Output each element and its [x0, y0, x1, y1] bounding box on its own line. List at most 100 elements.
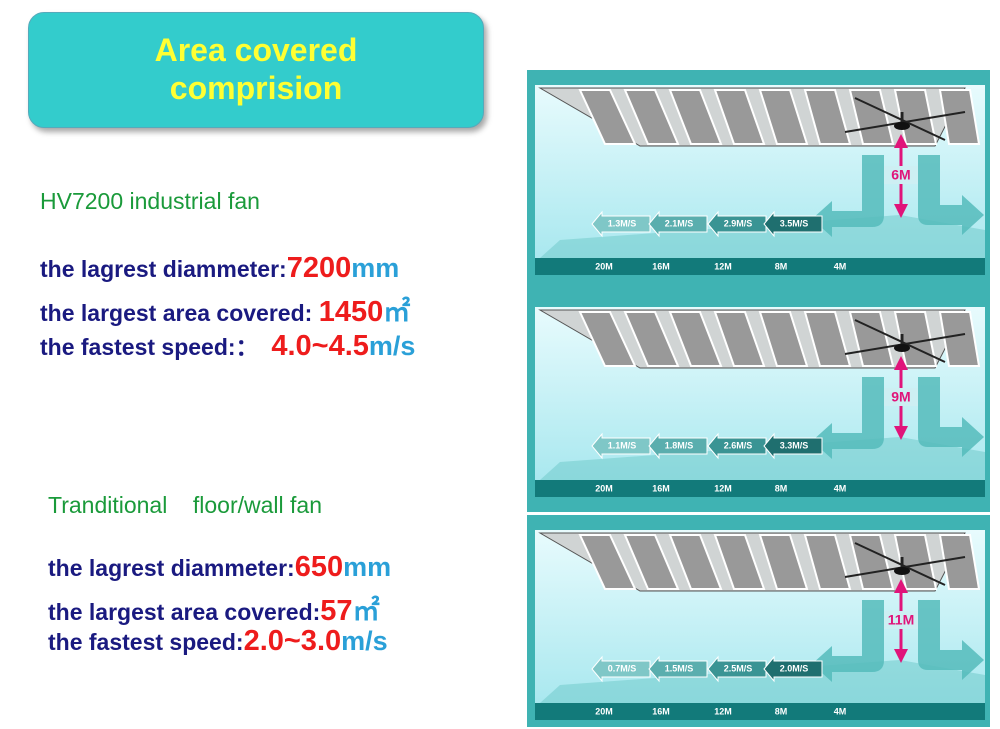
ceiling-panel — [803, 311, 852, 367]
speed-arrow — [763, 655, 823, 683]
spec-label: the lagrest diammeter: — [48, 555, 295, 581]
spec-value: 7200 — [286, 252, 352, 284]
title-box: Area covered comprision — [28, 12, 484, 128]
ceiling-panel — [803, 534, 852, 590]
spec-value: 650 — [294, 551, 344, 583]
floor-strip — [535, 258, 985, 275]
spec-line: the largest area covered: 1450㎡ — [40, 290, 410, 329]
airflow-arrow — [918, 377, 984, 457]
speed-label: 1.8M/S — [665, 440, 694, 450]
distance-label: 12M — [714, 261, 732, 271]
spec-label: the fastest speed: — [48, 629, 244, 655]
distance-label: 4M — [834, 706, 847, 716]
ceiling-panel — [713, 89, 766, 145]
ceiling-panel — [668, 311, 723, 367]
ceiling-panel — [623, 534, 680, 590]
ceiling-panel — [578, 534, 637, 590]
ceiling-panel — [758, 311, 809, 367]
title-line: Area covered — [154, 32, 358, 68]
speed-label: 2.9M/S — [724, 218, 753, 228]
spec-line: the largest area covered:57㎡ — [48, 589, 380, 628]
speed-arrow — [763, 432, 823, 460]
distance-label: 8M — [775, 483, 788, 493]
distance-label: 16M — [652, 261, 670, 271]
spec-value: 1450 — [318, 296, 384, 328]
distance-label: 8M — [775, 261, 788, 271]
distance-label: 8M — [775, 706, 788, 716]
spec-label: the largest area covered: — [40, 300, 319, 326]
panel: 20M 16M 12M 8M 4M 1.1M/S 1.8M/S 2.6M/S 3.3M/S 9M — [527, 292, 990, 512]
title-line: comprision — [169, 70, 343, 106]
fan-blade — [854, 542, 946, 586]
speed-label: 2.5M/S — [724, 663, 753, 673]
ceiling-panel — [938, 311, 981, 367]
spec-unit: ㎡ — [352, 596, 380, 626]
spec-label: the fastest speed:： — [40, 334, 272, 360]
spec-line: the lagrest diammeter:7200mm — [40, 252, 399, 285]
ceiling-panel — [938, 534, 981, 590]
fan-blade — [844, 556, 966, 578]
distance-label: 20M — [595, 706, 613, 716]
spec-unit: ㎡ — [383, 297, 411, 327]
height-label: 6M — [891, 167, 910, 183]
arrow-head — [894, 356, 908, 370]
ceiling-panel — [623, 311, 680, 367]
panel: 20M 16M 12M 8M 4M 1.3M/S 2.1M/S 2.9M/S 3.5M/S 6M — [527, 70, 990, 292]
arrow-head — [894, 579, 908, 593]
arrow-head — [894, 204, 908, 218]
speed-label: 3.3M/S — [780, 440, 809, 450]
distance-label: 12M — [714, 483, 732, 493]
speed-label: 3.5M/S — [780, 218, 809, 228]
arrow-head — [894, 426, 908, 440]
panel: 20M 16M 12M 8M 4M 0.7M/S 1.5M/S 2.5M/S 2.0M/S 11M — [527, 515, 990, 727]
speed-arrow — [648, 432, 708, 460]
height-label: 11M — [888, 612, 914, 628]
spec-line: the lagrest diammeter:650mm — [48, 551, 391, 584]
distance-label: 12M — [714, 706, 732, 716]
ceiling-panel — [848, 311, 895, 367]
speed-arrow — [648, 655, 708, 683]
fan-blade — [844, 333, 966, 355]
distance-label: 4M — [834, 261, 847, 271]
floor-strip — [535, 703, 985, 720]
spec-value: 2.0~3.0 — [243, 625, 342, 657]
fan-hub — [894, 567, 910, 575]
fan-blade — [844, 111, 966, 133]
speed-label: 1.5M/S — [665, 663, 694, 673]
spec-value: 4.0~4.5 — [271, 330, 369, 362]
distance-label: 16M — [652, 483, 670, 493]
ceiling-panel — [623, 89, 680, 145]
ceiling-panel — [758, 534, 809, 590]
fan-hub — [894, 344, 910, 352]
ceiling-panel — [668, 89, 723, 145]
ceiling-panel — [803, 89, 852, 145]
airflow-arrow — [918, 600, 984, 680]
section-heading: Tranditional floor/wall fan — [48, 492, 323, 518]
spec-value: 57 — [320, 595, 353, 627]
speed-label: 1.3M/S — [608, 218, 637, 228]
spec-label: the lagrest diammeter: — [40, 256, 287, 282]
ceiling-panel — [578, 311, 637, 367]
height-label: 9M — [891, 389, 910, 405]
speed-label: 2.1M/S — [665, 218, 694, 228]
spec-unit: mm — [343, 552, 392, 582]
distance-label: 16M — [652, 706, 670, 716]
ceiling-panel — [848, 534, 895, 590]
ceiling-panel — [578, 89, 637, 145]
spec-unit: m/s — [368, 331, 416, 361]
arrow-head — [894, 134, 908, 148]
speed-label: 2.0M/S — [780, 663, 809, 673]
height-label-bg — [884, 611, 918, 629]
fan-blade — [854, 319, 946, 363]
spec-unit: m/s — [341, 626, 388, 656]
fan-hub — [894, 122, 910, 130]
fan-blade — [854, 97, 946, 141]
floor-strip — [535, 480, 985, 497]
ceiling-panel — [713, 534, 766, 590]
ceiling-panel — [938, 89, 981, 145]
speed-arrow — [763, 210, 823, 238]
airflow-arrow — [812, 377, 884, 459]
height-label-bg — [884, 166, 918, 184]
speed-label: 1.1M/S — [608, 440, 637, 450]
